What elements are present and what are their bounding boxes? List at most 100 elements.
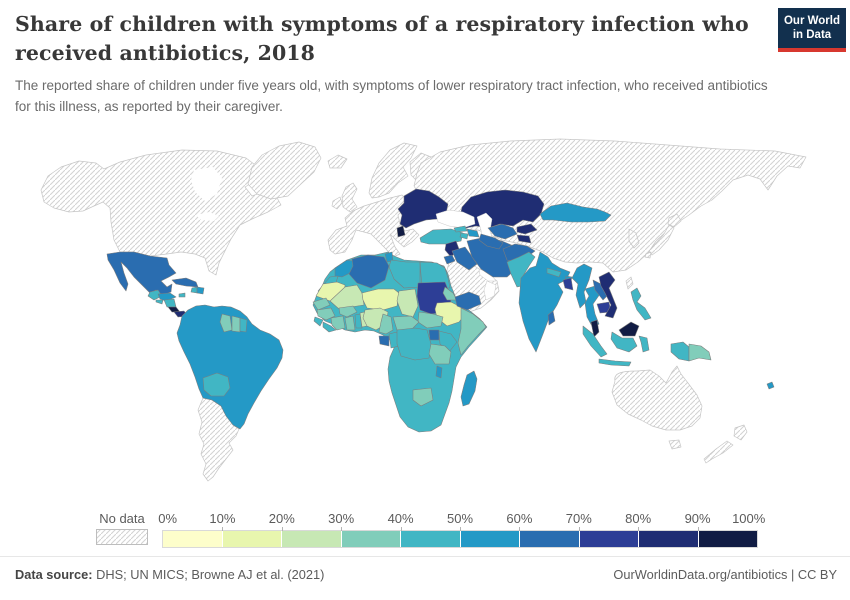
region-ethiopia[interactable]	[434, 301, 468, 327]
region-nicaragua[interactable]	[163, 298, 177, 308]
region-tajikistan[interactable]	[516, 234, 532, 244]
region-georgia[interactable]	[453, 225, 468, 233]
region-eastern-europe-bloc[interactable]	[397, 188, 449, 229]
region-cuba[interactable]	[171, 277, 199, 288]
region-french-guiana[interactable]	[239, 317, 248, 333]
owid-logo[interactable]: Our World in Data	[778, 8, 846, 52]
region-japan-kyushu[interactable]	[644, 251, 652, 259]
region-malawi[interactable]	[435, 365, 443, 379]
region-botswana[interactable]	[412, 387, 434, 407]
region-albania[interactable]	[396, 225, 406, 238]
legend-bin-0-10%[interactable]	[163, 531, 223, 547]
region-pakistan[interactable]	[506, 251, 536, 288]
region-oman[interactable]	[483, 280, 497, 301]
region-sierra-leone[interactable]	[313, 316, 324, 327]
region-papua-new-guinea[interactable]	[688, 343, 712, 362]
legend-bin-20-30%[interactable]	[282, 531, 342, 547]
region-gabon[interactable]	[378, 335, 390, 347]
region-bolivia[interactable]	[202, 372, 231, 397]
region-niger[interactable]	[361, 288, 400, 311]
region-libya[interactable]	[388, 259, 421, 289]
region-honduras[interactable]	[157, 292, 177, 302]
region-dominican-republic[interactable]	[196, 286, 205, 295]
region-costa-rica[interactable]	[167, 306, 181, 313]
region-central-african-republic[interactable]	[392, 315, 420, 331]
region-nepal[interactable]	[546, 267, 562, 278]
region-malaysia-peninsula[interactable]	[590, 319, 600, 338]
legend-bin-80-90%[interactable]	[639, 531, 699, 547]
region-philippines[interactable]	[630, 287, 652, 321]
region-greenland[interactable]	[247, 141, 322, 200]
region-myanmar[interactable]	[571, 263, 593, 309]
region-jamaica[interactable]	[178, 292, 186, 298]
region-tasmania[interactable]	[668, 439, 682, 450]
region-laos[interactable]	[592, 279, 610, 301]
region-el-salvador[interactable]	[155, 299, 164, 305]
region-armenia[interactable]	[459, 232, 469, 240]
region-indonesia-sulawesi[interactable]	[638, 335, 650, 353]
region-europe[interactable]	[327, 194, 420, 258]
region-guinea[interactable]	[316, 307, 336, 321]
region-taiwan[interactable]	[625, 276, 634, 290]
region-jordan[interactable]	[443, 254, 456, 265]
region-scandinavia[interactable]	[368, 142, 418, 199]
region-turkey[interactable]	[419, 228, 464, 245]
region-senegal[interactable]	[312, 297, 331, 311]
region-burkina-faso[interactable]	[338, 305, 358, 318]
region-japan-hokkaido[interactable]	[667, 213, 682, 228]
region-north-america[interactable]	[40, 149, 282, 276]
legend-bin-50-60%[interactable]	[460, 531, 520, 547]
region-mexico[interactable]	[106, 251, 177, 296]
region-yemen[interactable]	[454, 291, 482, 311]
region-ghana[interactable]	[344, 315, 356, 331]
region-iceland[interactable]	[327, 154, 348, 169]
region-indonesia-kalimantan[interactable]	[610, 331, 638, 353]
legend-bin-30-40%[interactable]	[341, 531, 401, 547]
region-tanzania[interactable]	[428, 343, 452, 365]
region-guyana[interactable]	[219, 313, 233, 333]
region-liberia[interactable]	[322, 321, 337, 333]
region-new-zealand-south[interactable]	[703, 440, 734, 464]
region-kyrgyzstan[interactable]	[516, 223, 538, 235]
region-algeria[interactable]	[348, 254, 390, 289]
color-legend[interactable]: 0% 10% 20% 30% 40% 50% 60% 70% 80% 90% 100%	[158, 511, 765, 548]
legend-no-data[interactable]: No data	[96, 511, 148, 545]
region-south-korea[interactable]	[628, 228, 640, 249]
region-cote-divoire[interactable]	[330, 315, 346, 331]
region-bangladesh[interactable]	[562, 277, 574, 291]
region-turkmenistan[interactable]	[478, 233, 504, 250]
legend-bin-10-20%[interactable]	[222, 531, 282, 547]
region-uk[interactable]	[341, 182, 358, 213]
region-suriname[interactable]	[231, 315, 241, 333]
region-madagascar[interactable]	[460, 370, 478, 407]
region-haiti[interactable]	[190, 286, 198, 294]
region-togo[interactable]	[354, 313, 363, 329]
region-somalia[interactable]	[457, 307, 487, 356]
region-indonesia-papua[interactable]	[670, 341, 690, 362]
region-eritrea[interactable]	[442, 286, 458, 301]
region-vietnam[interactable]	[598, 271, 618, 319]
region-chad[interactable]	[396, 288, 419, 318]
region-dr-congo[interactable]	[396, 327, 432, 361]
region-ireland[interactable]	[331, 196, 343, 210]
legend-bin-60-70%[interactable]	[520, 531, 580, 547]
region-azerbaijan[interactable]	[466, 228, 480, 238]
region-mongolia[interactable]	[539, 202, 612, 223]
region-malaysia-borneo[interactable]	[618, 321, 640, 337]
region-australia[interactable]	[611, 365, 703, 431]
region-india[interactable]	[518, 251, 571, 353]
region-cameroon[interactable]	[378, 313, 394, 335]
legend-bin-70-80%[interactable]	[579, 531, 639, 547]
region-fiji[interactable]	[766, 381, 775, 390]
region-indonesia-sumatra[interactable]	[582, 325, 608, 358]
region-uganda[interactable]	[428, 329, 440, 341]
attribution-link[interactable]: OurWorldinData.org/antibiotics | CC BY	[613, 567, 837, 582]
region-new-zealand-north[interactable]	[733, 424, 748, 441]
region-uzbekistan[interactable]	[487, 223, 518, 240]
region-indonesia-java[interactable]	[598, 358, 632, 367]
region-japan-honshu[interactable]	[648, 224, 675, 256]
region-sri-lanka[interactable]	[547, 310, 556, 326]
legend-bin-90-100%[interactable]	[698, 531, 757, 547]
region-guatemala[interactable]	[147, 289, 163, 301]
legend-color-bar[interactable]	[162, 530, 758, 548]
